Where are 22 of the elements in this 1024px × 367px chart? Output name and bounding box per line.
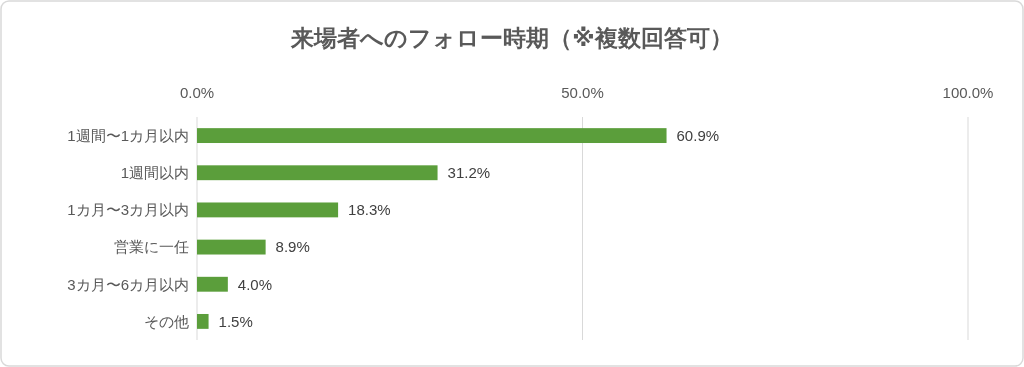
y-tick-label: その他: [144, 312, 189, 330]
bar: [197, 239, 266, 255]
x-tick-label: 100.0%: [942, 84, 994, 101]
y-tick-label: 1カ月〜3カ月以内: [67, 201, 189, 219]
data-label: 4.0%: [237, 275, 273, 293]
bar: [197, 313, 209, 329]
x-tick-label: 50.0%: [561, 84, 604, 101]
chart-title: 来場者へのフォロー時期（※複数回答可）: [290, 25, 733, 51]
y-tick-label: 1週間以内: [120, 164, 189, 181]
y-tick-label: 営業に一任: [114, 238, 189, 256]
bar: [197, 202, 339, 218]
data-label: 18.3%: [348, 201, 391, 219]
data-label: 60.9%: [676, 126, 720, 144]
bar: [197, 128, 667, 144]
y-tick-label: 3カ月〜6カ月以内: [67, 275, 189, 293]
bar: [197, 276, 228, 292]
bar: [197, 165, 438, 181]
data-label: 31.2%: [447, 164, 491, 181]
data-label: 8.9%: [275, 238, 310, 256]
x-tick-label: 0.0%: [179, 84, 215, 101]
y-tick-label: 1週間〜1カ月以内: [67, 126, 189, 144]
data-label: 1.5%: [218, 312, 253, 330]
